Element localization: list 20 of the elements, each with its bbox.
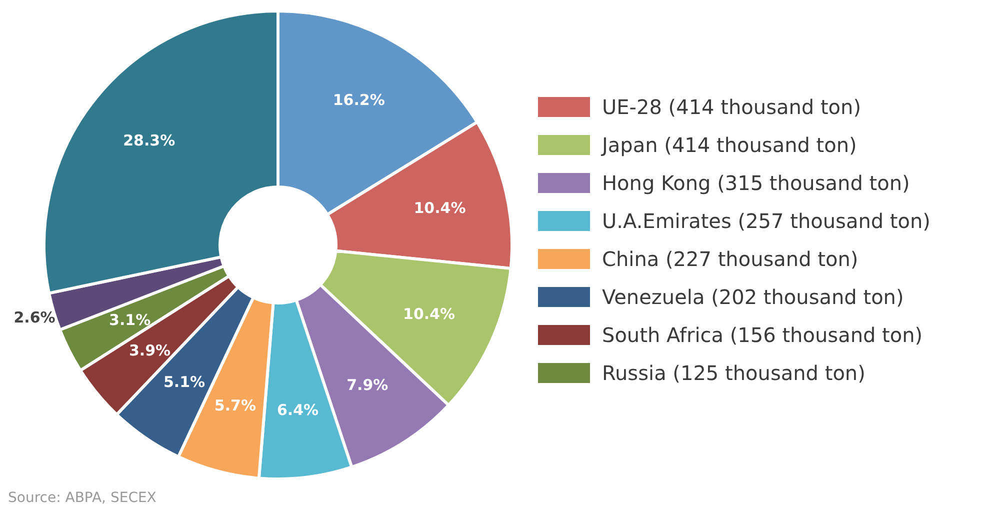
legend-label: Japan (414 thousand ton) (602, 133, 857, 157)
data-label: 2.6% (14, 308, 56, 326)
data-label: 6.4% (276, 400, 319, 419)
legend-label: U.A.Emirates (257 thousand ton) (602, 209, 930, 233)
legend-label: China (227 thousand ton) (602, 247, 858, 271)
data-label: 5.7% (214, 396, 256, 414)
source-note: Source: ABPA, SECEX (8, 490, 156, 506)
legend-label: Russia (125 thousand ton) (602, 361, 866, 385)
legend-label: UE-28 (414 thousand ton) (602, 95, 862, 119)
data-label: 10.4% (403, 304, 456, 323)
data-label: 28.3% (123, 131, 176, 150)
data-label: 3.9% (128, 341, 171, 360)
data-label: 7.9% (346, 376, 388, 394)
data-label: 10.4% (414, 198, 466, 217)
legend-label: South Africa (156 thousand ton) (602, 323, 923, 347)
legend-label: Venezuela (202 thousand ton) (602, 285, 904, 309)
data-label: 16.2% (332, 91, 385, 110)
data-label: 5.1% (163, 373, 206, 391)
data-label: 3.1% (109, 310, 151, 329)
legend-label: Hong Kong (315 thousand ton) (602, 171, 910, 195)
